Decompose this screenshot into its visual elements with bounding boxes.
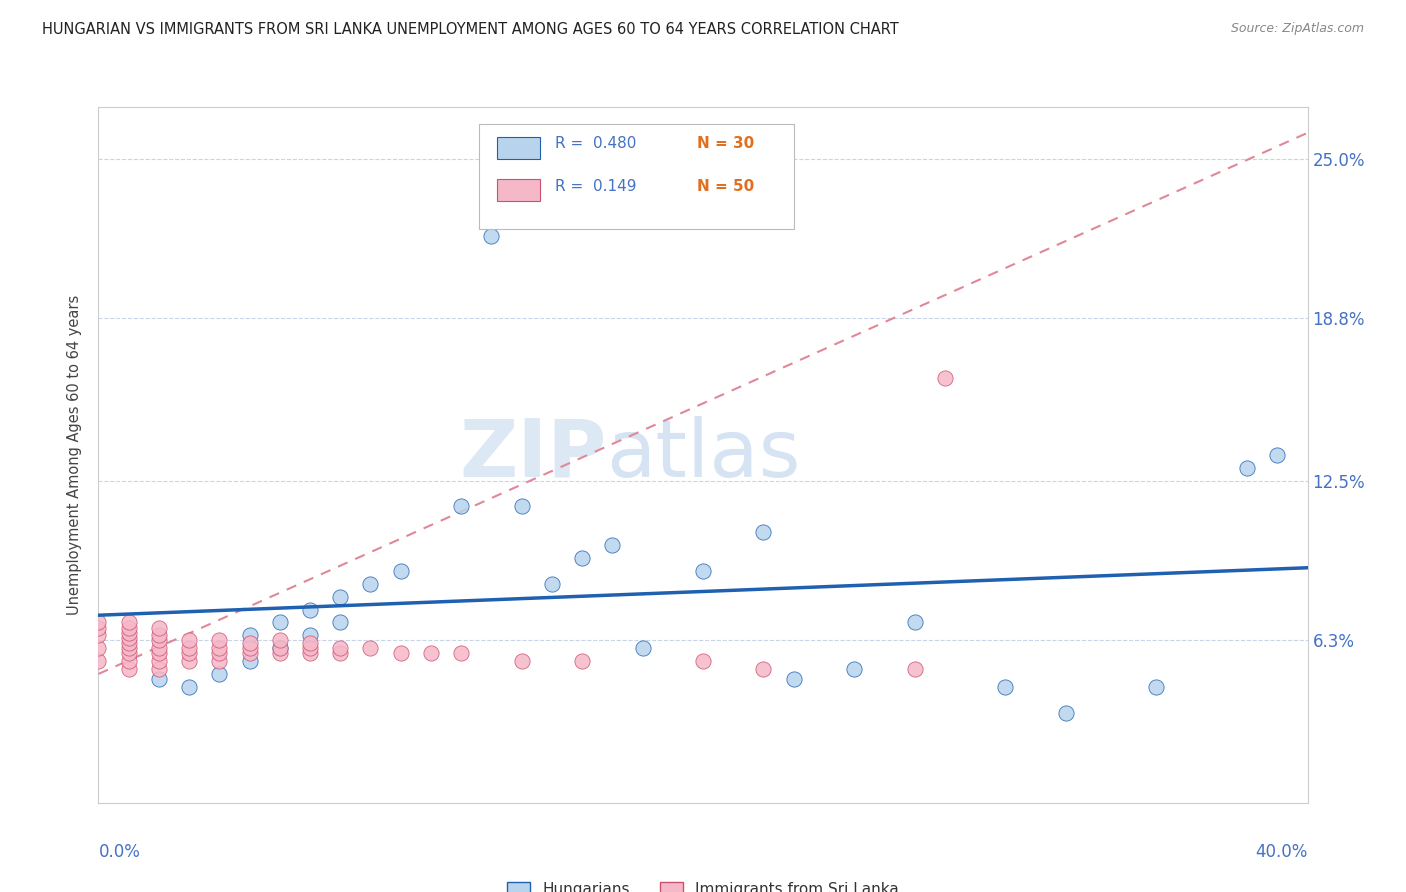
Point (239, 646, 262, 660)
Point (179, 633, 201, 648)
Point (571, 654, 593, 668)
Point (329, 641, 352, 656)
Point (179, 641, 201, 656)
Point (602, 538, 624, 552)
Point (934, 370, 956, 384)
Point (389, 564, 412, 578)
Point (450, 500, 472, 514)
Point (87, 641, 110, 656)
Bar (498, 178, 540, 201)
Point (148, 672, 170, 686)
Point (87, 654, 110, 668)
Point (450, 646, 472, 660)
Point (208, 641, 231, 656)
Point (269, 641, 291, 656)
Text: R =  0.480: R = 0.480 (555, 136, 637, 152)
Text: 40.0%: 40.0% (1256, 843, 1308, 861)
Point (269, 646, 291, 660)
Point (239, 628, 262, 642)
Point (148, 621, 170, 635)
Text: HUNGARIAN VS IMMIGRANTS FROM SRI LANKA UNEMPLOYMENT AMONG AGES 60 TO 64 YEARS CO: HUNGARIAN VS IMMIGRANTS FROM SRI LANKA U… (42, 22, 898, 37)
Point (510, 654, 533, 668)
Legend: Hungarians, Immigrants from Sri Lanka: Hungarians, Immigrants from Sri Lanka (501, 876, 905, 892)
Point (269, 615, 291, 630)
Point (299, 646, 322, 660)
Point (329, 646, 352, 660)
Point (148, 628, 170, 642)
Point (1267, 448, 1289, 462)
Point (87, 615, 110, 630)
Point (239, 636, 262, 650)
Point (571, 551, 593, 566)
Point (752, 662, 775, 676)
Point (389, 646, 412, 660)
Point (118, 641, 141, 656)
Point (510, 500, 533, 514)
Point (360, 576, 382, 591)
Point (148, 633, 170, 648)
Point (118, 636, 141, 650)
Point (360, 641, 382, 656)
Point (87, 621, 110, 635)
Point (239, 654, 262, 668)
Point (904, 615, 927, 630)
Point (118, 615, 141, 630)
Point (692, 564, 714, 578)
Point (904, 662, 927, 676)
Point (752, 525, 775, 540)
Point (208, 646, 231, 660)
Point (481, 228, 503, 243)
Point (118, 621, 141, 635)
Point (299, 641, 322, 656)
Point (87, 628, 110, 642)
Text: N = 50: N = 50 (697, 178, 754, 194)
Point (118, 631, 141, 645)
Point (1054, 706, 1077, 720)
Point (179, 654, 201, 668)
Point (118, 646, 141, 660)
Point (179, 646, 201, 660)
Point (148, 641, 170, 656)
Point (118, 654, 141, 668)
Point (783, 672, 806, 686)
Point (269, 641, 291, 656)
Text: N = 30: N = 30 (697, 136, 754, 152)
FancyBboxPatch shape (479, 124, 793, 229)
Point (118, 625, 141, 640)
Point (540, 576, 562, 591)
Point (329, 590, 352, 604)
Text: Source: ZipAtlas.com: Source: ZipAtlas.com (1230, 22, 1364, 36)
Text: ZIP: ZIP (458, 416, 606, 494)
Point (1236, 460, 1258, 475)
Point (179, 680, 201, 694)
Point (118, 662, 141, 676)
Text: R =  0.149: R = 0.149 (555, 178, 637, 194)
Point (148, 662, 170, 676)
Point (1144, 680, 1167, 694)
Point (844, 662, 866, 676)
Point (299, 602, 322, 616)
Point (420, 646, 443, 660)
Point (208, 654, 231, 668)
Y-axis label: Unemployment Among Ages 60 to 64 years: Unemployment Among Ages 60 to 64 years (67, 294, 83, 615)
Point (329, 615, 352, 630)
Point (239, 641, 262, 656)
Point (269, 633, 291, 648)
Point (692, 654, 714, 668)
Point (299, 628, 322, 642)
Point (299, 636, 322, 650)
Point (208, 633, 231, 648)
Point (148, 646, 170, 660)
Point (994, 680, 1017, 694)
Point (148, 654, 170, 668)
Text: atlas: atlas (606, 416, 800, 494)
Point (208, 667, 231, 681)
Bar (498, 137, 540, 159)
Point (631, 641, 654, 656)
Text: 0.0%: 0.0% (98, 843, 141, 861)
